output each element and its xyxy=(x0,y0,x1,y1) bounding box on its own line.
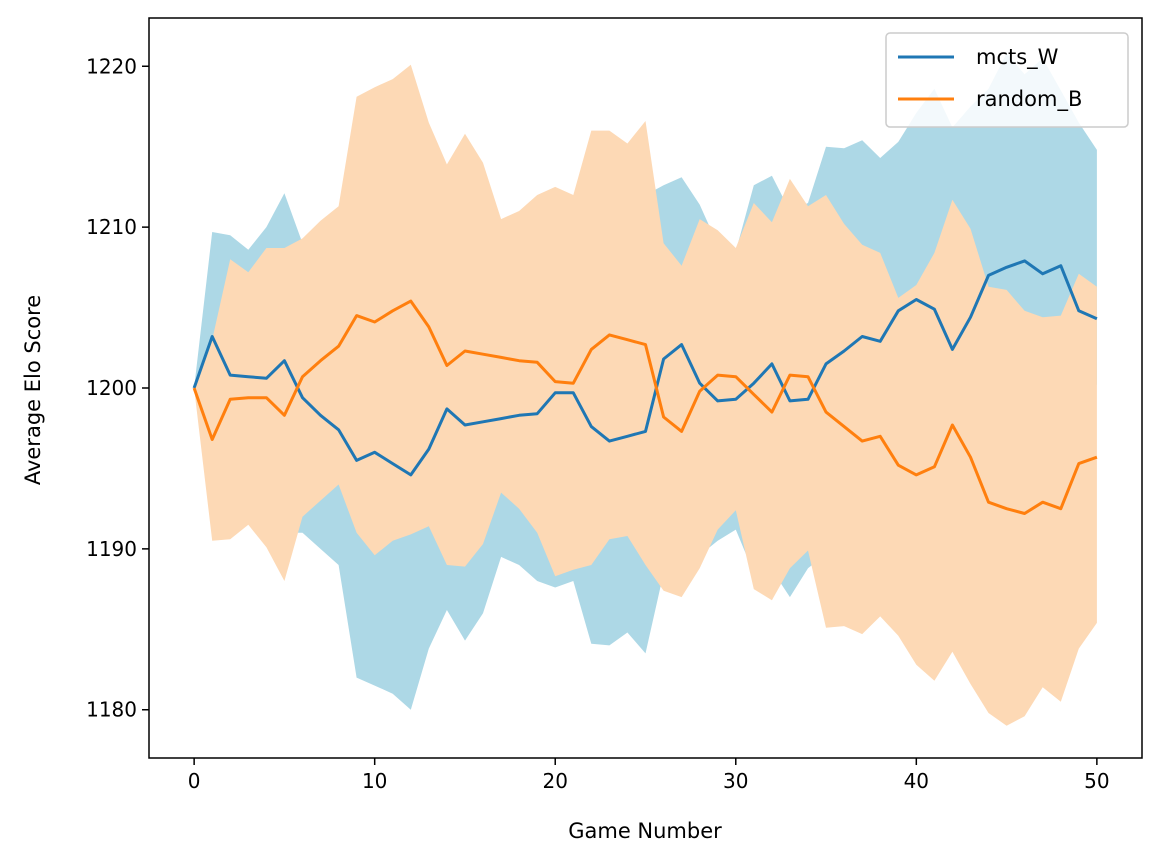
y-tick-label: 1210 xyxy=(86,215,137,239)
x-tick-label: 0 xyxy=(188,769,201,793)
axes: 0 10 20 30 40 50 1180 1190 1200 1210 1220 xyxy=(86,17,1143,793)
confidence-bands xyxy=(194,53,1097,726)
legend: mcts_W random_B xyxy=(885,32,1129,128)
y-tick-label: 1190 xyxy=(86,537,137,561)
y-tick-label: 1180 xyxy=(86,698,137,722)
x-tick-label: 40 xyxy=(904,769,929,793)
x-tick-label: 50 xyxy=(1084,769,1109,793)
y-axis-label: Average Elo Score xyxy=(21,295,45,485)
series-line-random_B xyxy=(192,299,1098,515)
x-tick-label: 30 xyxy=(723,769,748,793)
legend-label-random_B: random_B xyxy=(976,87,1082,112)
x-axis-label: Game Number xyxy=(568,819,722,843)
y-tick-label: 1200 xyxy=(86,376,137,400)
series-lines xyxy=(192,259,1098,515)
series-line-mcts_W xyxy=(192,259,1098,477)
x-tick-label: 20 xyxy=(543,769,568,793)
band-random_B xyxy=(194,64,1097,726)
x-tick-label: 10 xyxy=(362,769,387,793)
legend-label-mcts_W: mcts_W xyxy=(976,45,1059,70)
y-tick-label: 1220 xyxy=(86,54,137,78)
